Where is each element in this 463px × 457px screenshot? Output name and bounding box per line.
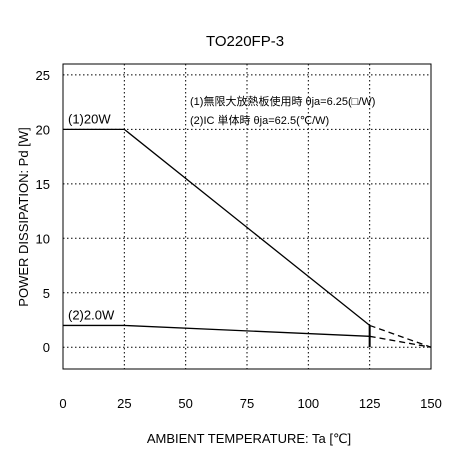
- series-line-1: [63, 128, 371, 326]
- series-line-2: [63, 324, 370, 337]
- chart-title: TO220FP-3: [206, 33, 284, 50]
- series-group: (1)20W (2)2.0W: [63, 111, 432, 348]
- x-tick-labels: 0 25 50 75 100 125 150: [59, 396, 441, 411]
- series-extrapolation-2: [369, 335, 432, 348]
- y-tick-label: 25: [36, 68, 50, 83]
- x-tick-label: 150: [420, 396, 442, 411]
- y-tick-labels: 0 5 10 15 20 25: [36, 68, 50, 355]
- series-label-1: (1)20W: [68, 111, 111, 126]
- y-tick-label: 10: [36, 231, 50, 246]
- x-axis-label: AMBIENT TEMPERATURE: Ta [℃]: [147, 431, 351, 446]
- y-axis-label: POWER DISSIPATION: Pd [W]: [16, 127, 31, 306]
- annotation-2: (2)IC 単体時 θja=62.5(℃/W): [190, 113, 329, 127]
- y-tick-label: 20: [36, 122, 50, 137]
- x-tick-label: 75: [240, 396, 254, 411]
- annotation-1: (1)無限大放熱板使用時 θja=6.25(□/W): [190, 94, 375, 108]
- series-extrapolation-1: [369, 324, 432, 348]
- plot-frame: [62, 63, 432, 370]
- y-tick-label: 15: [36, 177, 50, 192]
- x-tick-label: 125: [359, 396, 381, 411]
- x-tick-label: 25: [117, 396, 131, 411]
- x-tick-label: 100: [297, 396, 319, 411]
- grid: [63, 64, 431, 369]
- series-label-2: (2)2.0W: [68, 307, 115, 322]
- x-tick-label: 0: [59, 396, 66, 411]
- x-tick-label: 50: [178, 396, 192, 411]
- y-tick-label: 5: [43, 286, 50, 301]
- y-tick-label: 0: [43, 340, 50, 355]
